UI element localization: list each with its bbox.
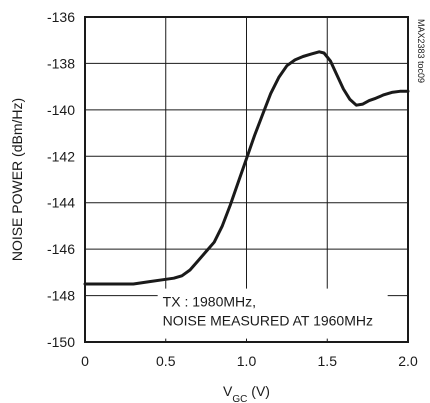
y-tick-label: -148 — [47, 288, 75, 304]
y-axis-label: NOISE POWER (dBm/Hz) — [9, 98, 25, 261]
annotation-box — [157, 288, 388, 339]
plot-frame — [84, 16, 409, 343]
x-axis-label-main: V — [223, 383, 233, 399]
x-tick-label: 0 — [81, 353, 89, 369]
annotation-line: TX : 1980MHz, — [163, 294, 256, 310]
x-tick-label: 1.0 — [237, 353, 257, 369]
annotation-line: NOISE MEASURED AT 1960MHz — [163, 313, 373, 329]
y-tick-label: -144 — [47, 195, 75, 211]
annotation: TX : 1980MHz, NOISE MEASURED AT 1960MHz — [157, 288, 388, 339]
y-tick-label: -140 — [47, 102, 75, 118]
x-axis-label: VGC (V) — [223, 383, 270, 403]
y-tick-label: -142 — [47, 148, 75, 164]
y-tick-label: -136 — [47, 9, 75, 25]
x-axis-label-subscript: GC — [232, 394, 247, 403]
series-line — [83, 50, 410, 286]
x-tick-label: 0.5 — [156, 353, 176, 369]
ticks: 0 0.5 1.0 1.5 2.0 -136 -138 -140 -142 -144 -146 -14… — [47, 9, 418, 369]
y-tick-label: -146 — [47, 241, 75, 257]
x-tick-label: 1.5 — [318, 353, 338, 369]
figure-id: MAX2383 toc09 — [416, 19, 426, 83]
y-tick-label: -138 — [47, 55, 75, 71]
x-axis-label-unit: (V) — [247, 383, 270, 399]
y-tick-label: -150 — [47, 334, 75, 350]
x-tick-label: 2.0 — [398, 353, 418, 369]
plot-area — [83, 16, 410, 343]
